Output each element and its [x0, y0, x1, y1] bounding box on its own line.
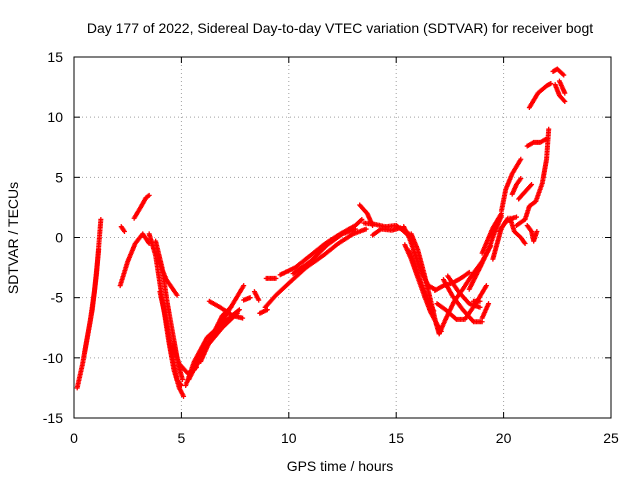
data-point [518, 156, 524, 162]
data-point [179, 376, 185, 382]
x-tick-label: 15 [388, 430, 404, 446]
grid-lines [74, 57, 611, 418]
data-point [546, 126, 552, 132]
x-axis-label: GPS time / hours [287, 458, 394, 474]
data-point [359, 216, 365, 222]
data-point [121, 228, 127, 234]
data-point [562, 90, 568, 96]
x-tick-label: 10 [281, 430, 297, 446]
y-tick-label: 5 [55, 169, 63, 185]
data-point [228, 304, 234, 310]
data-point [513, 214, 519, 220]
data-point [174, 292, 180, 298]
data-point [146, 192, 152, 198]
x-tick-label: 25 [603, 430, 619, 446]
data-point [561, 72, 567, 78]
data-point [477, 304, 483, 310]
data-point [178, 383, 184, 389]
data-point [241, 283, 247, 289]
chart-title: Day 177 of 2022, Sidereal Day-to-day VTE… [87, 20, 593, 36]
x-tick-label: 20 [496, 430, 512, 446]
axis-ticks [73, 56, 612, 419]
data-point [561, 98, 567, 104]
data-point [529, 182, 535, 188]
tick-labels: 0 5 10 15 20 25 -15 -10 -5 0 5 10 15 [43, 49, 619, 446]
x-tick-label: 0 [70, 430, 78, 446]
data-point [247, 295, 253, 301]
data-point [534, 228, 540, 234]
data-point [518, 176, 524, 182]
data-point [562, 99, 568, 105]
y-tick-label: 0 [55, 230, 63, 246]
data-point [522, 241, 528, 247]
y-tick-label: 15 [47, 49, 63, 65]
y-tick-label: 10 [47, 109, 63, 125]
data-point [477, 298, 483, 304]
data-point [236, 307, 242, 313]
data-point [486, 301, 492, 307]
data-point [548, 80, 554, 86]
data-point [466, 269, 472, 275]
data-point [431, 308, 437, 314]
y-tick-label: -15 [43, 410, 63, 426]
y-tick-label: -5 [51, 290, 64, 306]
data-point [273, 275, 279, 281]
data-point [483, 283, 489, 289]
y-axis-label: SDTVAR / TECUs [5, 182, 21, 294]
data-points [74, 66, 568, 399]
data-point [98, 216, 104, 222]
data-point [352, 226, 358, 232]
data-point [363, 226, 369, 232]
data-point [240, 315, 246, 321]
data-point [96, 247, 102, 253]
data-point [256, 297, 262, 303]
data-point [181, 393, 187, 399]
x-tick-label: 5 [178, 430, 186, 446]
y-tick-label: -10 [43, 350, 63, 366]
